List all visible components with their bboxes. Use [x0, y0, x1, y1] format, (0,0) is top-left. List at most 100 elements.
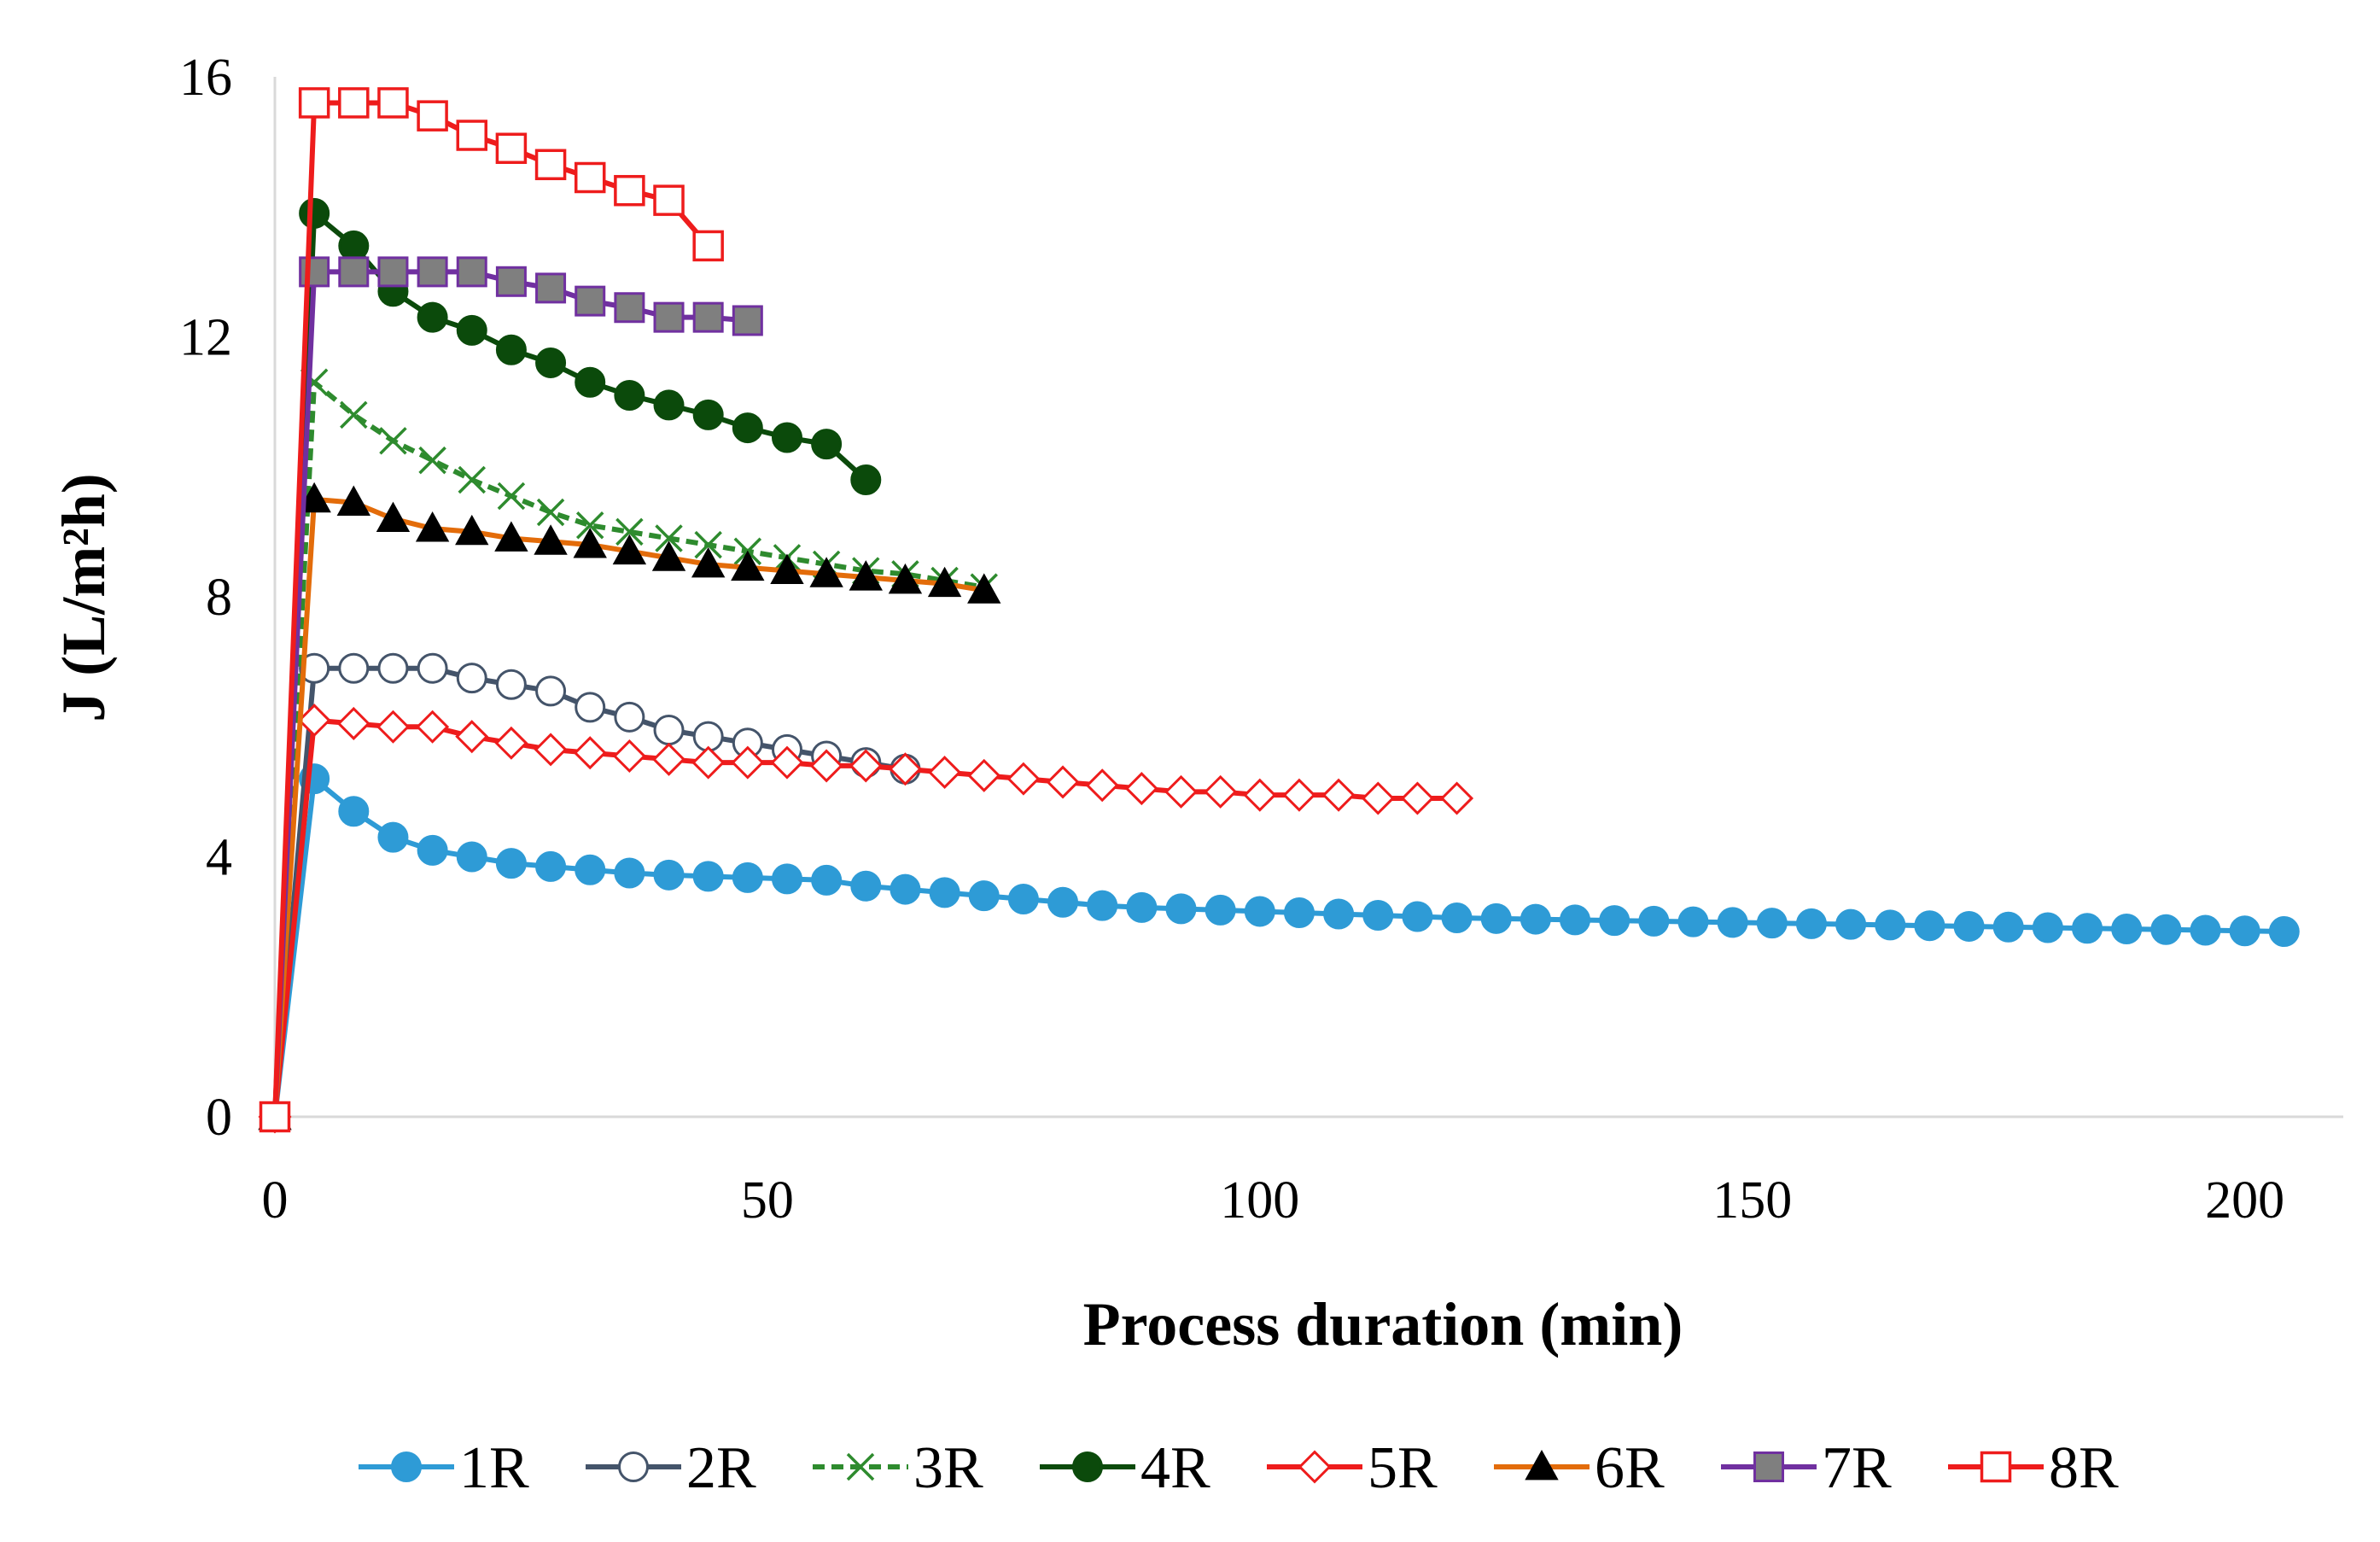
y-tick-label: 0 — [206, 1089, 232, 1147]
legend-swatch-marker — [1072, 1451, 1103, 1482]
data-point-6R — [455, 514, 489, 546]
data-point-5R — [1204, 774, 1238, 809]
data-point-7R — [575, 285, 606, 317]
data-point-5R — [928, 756, 962, 790]
data-point-1R — [2150, 914, 2182, 945]
data-point-1R — [929, 877, 960, 908]
data-point-1R — [1402, 901, 1433, 932]
data-point-7R — [614, 292, 645, 324]
data-point-1R — [1677, 906, 1709, 937]
data-point-1R — [1756, 908, 1788, 939]
data-point-1R — [890, 873, 921, 905]
data-point-4R — [456, 314, 487, 346]
legend-label: 8R — [2049, 1435, 2119, 1501]
y-tick-label: 16 — [179, 49, 232, 107]
axes: 0 4 8 12 16 0 50 100 150 200 — [179, 49, 2343, 1230]
data-point-1R — [1126, 891, 1158, 923]
series-1R — [260, 763, 2300, 1132]
legend-item-5R: 5R — [1267, 1435, 1438, 1501]
data-point-5R — [1085, 768, 1119, 803]
legend-item-1R: 1R — [359, 1435, 529, 1501]
x-tick-label: 150 — [1712, 1171, 1792, 1230]
data-point-1R — [456, 841, 487, 873]
data-point-5R — [809, 749, 843, 783]
data-point-7R — [456, 256, 487, 288]
data-point-5R — [1046, 765, 1080, 799]
data-point-8R — [495, 132, 528, 164]
data-point-1R — [1875, 909, 1906, 941]
series-line-4R — [272, 210, 868, 1118]
data-point-2R — [299, 652, 330, 684]
data-point-1R — [1520, 903, 1551, 935]
data-point-2R — [653, 715, 685, 746]
data-point-5R — [652, 742, 686, 776]
legend-item-3R: 3R — [813, 1435, 983, 1501]
series-layer — [258, 87, 2300, 1134]
legend-label: 2R — [686, 1435, 756, 1501]
data-point-1R — [2268, 916, 2300, 948]
data-point-5R — [1006, 762, 1041, 796]
data-point-2R — [377, 652, 409, 684]
data-point-1R — [2032, 912, 2063, 943]
data-point-6R — [376, 501, 411, 533]
data-point-3R — [497, 482, 526, 511]
data-point-1R — [1362, 900, 1394, 932]
y-axis-title: J (L/m²h) — [50, 473, 118, 722]
data-point-1R — [338, 796, 370, 827]
data-point-2R — [456, 663, 487, 694]
data-point-5R — [1243, 778, 1277, 812]
data-point-1R — [535, 850, 567, 882]
data-point-1R — [1283, 897, 1315, 928]
legend-label: 6R — [1595, 1435, 1665, 1501]
data-point-1R — [1441, 902, 1473, 934]
data-point-6R — [573, 528, 607, 558]
data-point-4R — [299, 197, 330, 229]
series-8R — [259, 87, 724, 1133]
data-point-5R — [1124, 772, 1158, 806]
legend-swatch-marker — [618, 1451, 649, 1482]
data-point-1R — [968, 880, 1000, 912]
data-point-1R — [1599, 905, 1630, 937]
data-point-5R — [1282, 778, 1316, 812]
data-point-4R — [732, 412, 763, 444]
data-point-3R — [615, 517, 644, 546]
series-line-8R — [272, 100, 710, 1118]
data-point-8R — [534, 149, 567, 181]
data-point-4R — [495, 334, 527, 365]
data-point-7R — [653, 301, 685, 333]
data-point-6R — [691, 546, 726, 578]
data-point-5R — [455, 720, 489, 754]
data-point-5R — [297, 704, 331, 738]
data-point-8R — [417, 100, 448, 131]
data-point-7R — [338, 256, 370, 288]
data-point-5R — [534, 733, 568, 767]
data-point-4R — [692, 399, 724, 430]
data-point-6R — [770, 553, 804, 584]
legend-swatch-marker — [1753, 1451, 1784, 1482]
legend-swatch-marker — [1298, 1450, 1332, 1484]
data-point-7R — [732, 305, 763, 336]
data-point-5R — [731, 745, 765, 780]
data-point-6R — [927, 566, 962, 598]
data-point-1R — [653, 859, 685, 891]
x-tick-label: 0 — [262, 1171, 289, 1230]
data-point-6R — [415, 511, 450, 542]
y-tick-label: 12 — [179, 309, 232, 367]
data-point-2R — [575, 692, 606, 723]
data-point-1R — [1795, 908, 1827, 939]
data-point-5R — [967, 758, 1001, 792]
data-point-3R — [655, 524, 683, 552]
legend-label: 1R — [459, 1435, 529, 1501]
data-point-1R — [1717, 907, 1748, 938]
data-point-4R — [850, 464, 882, 495]
data-point-1R — [1165, 893, 1197, 925]
data-point-5R — [1361, 781, 1395, 815]
data-point-2R — [614, 701, 645, 733]
data-point-8R — [653, 184, 685, 216]
series-4R — [260, 197, 882, 1132]
data-point-8R — [338, 87, 370, 119]
data-point-3R — [458, 465, 486, 494]
data-point-1R — [1205, 894, 1236, 926]
